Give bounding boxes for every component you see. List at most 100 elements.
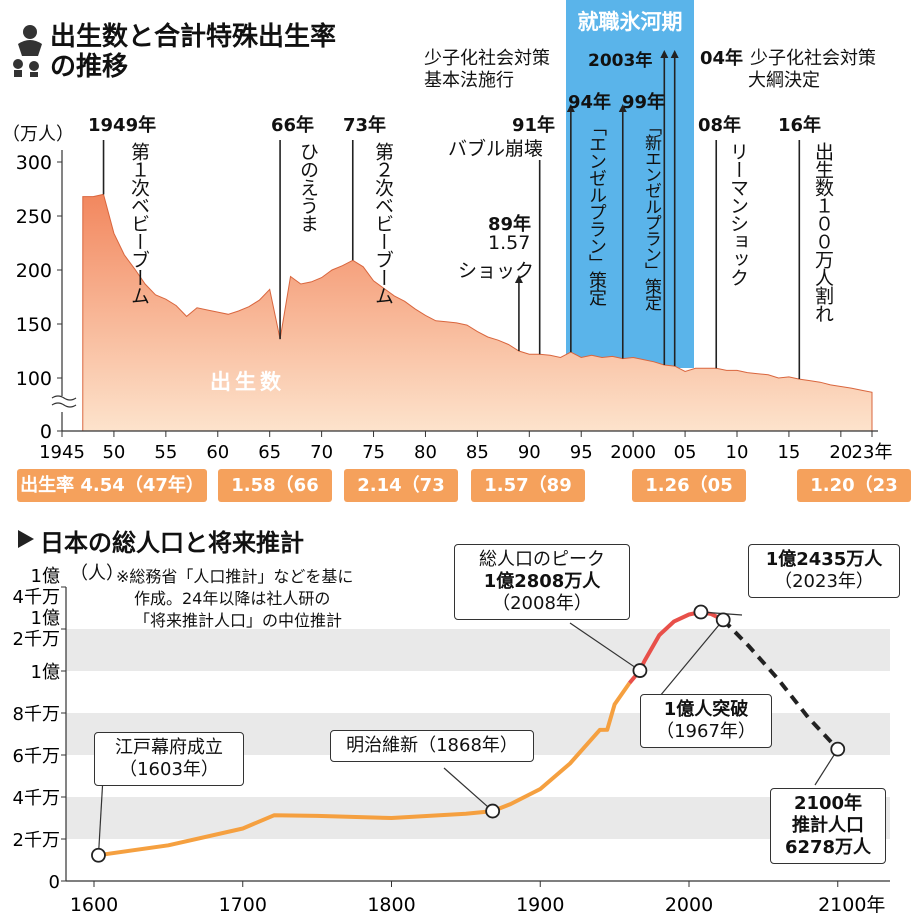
x-tick-label: 90	[518, 442, 541, 463]
rate-box-1989: 1.57（89年）	[471, 469, 585, 529]
outline-2: 大綱決定	[748, 70, 820, 91]
new-angel-plan: 「新エンゼルプラン」策定	[641, 118, 661, 310]
population-line-projection	[721, 618, 840, 751]
y2003: 2003年	[588, 51, 653, 71]
y16: 16年	[778, 115, 822, 136]
y91: 91年	[512, 115, 556, 136]
population-point	[485, 803, 501, 819]
y-tick-label: 0	[40, 421, 52, 443]
x-tick-label: 15	[777, 442, 800, 463]
employment-ice-age-band	[566, 0, 694, 368]
y-tick-label: 6千万	[13, 746, 60, 767]
y-tick-label: 0	[49, 872, 60, 893]
x-tick-label: 80	[414, 442, 437, 463]
callout-edo: 江戸幕府成立 （1603年）	[94, 732, 244, 786]
x-tick-label: 05	[674, 442, 697, 463]
x-tick-label: 20	[829, 442, 852, 463]
x-tick-label: 2000	[665, 894, 713, 916]
y-tick-label: 2千万	[13, 629, 60, 650]
y-tick-label: 100	[16, 368, 52, 390]
hinoeuma: ひのえうま	[297, 142, 319, 232]
family-icon	[8, 22, 46, 78]
y73: 73年	[343, 115, 387, 136]
x-tick-label: 1945	[39, 442, 85, 463]
y-tick-label: 2千万	[13, 830, 60, 851]
x-tick-label: 2100年	[818, 894, 885, 916]
x-tick-label: 1700	[219, 894, 267, 916]
rate-box-2005: 1.26（05年）	[632, 469, 746, 529]
y1949: 1949年	[88, 115, 157, 136]
x-tick-label: 50	[102, 442, 125, 463]
callout-projection: 2100年 推計人口 6278万人	[770, 788, 886, 864]
births-chart: 0 100 150 200 250 300 1945 50 55 60 65 70 75 80 85 90 95…	[16, 0, 893, 463]
y-tick-label: 300	[16, 152, 52, 174]
y08: 08年	[698, 115, 742, 136]
rate-box-1973: 2.14（73年）	[344, 469, 458, 529]
callout-peak: 総人口のピーク 1億2808万人 （2008年）	[454, 544, 630, 620]
grid-band	[66, 629, 890, 671]
event-arrowhead	[514, 275, 523, 283]
callout-leader	[443, 767, 494, 812]
y-tick-label: 1億	[31, 608, 60, 629]
population-point	[715, 612, 731, 628]
under-million: 出生数１００万人割れ	[812, 142, 834, 322]
y66: 66年	[271, 115, 315, 136]
y89: 89年	[488, 214, 532, 235]
population-unit: （人）	[70, 563, 124, 584]
event-arrowhead	[670, 50, 679, 58]
axis-break	[51, 395, 77, 408]
grid-band	[66, 797, 890, 839]
y-tick-label: 8千万	[13, 704, 60, 725]
x-tick-label: 65	[258, 442, 281, 463]
x-tick-label: 1900	[516, 894, 564, 916]
x-tick-label: 2000	[610, 442, 656, 463]
x-tick-label: 95	[570, 442, 593, 463]
y94: 94年	[568, 92, 612, 113]
y04: 04年	[700, 48, 744, 69]
population-point	[91, 847, 106, 863]
source-note: ※総務省「人口推計」などを基に 作成。24年以降は社人研の 「将来推計人口」の中…	[116, 567, 354, 630]
y99: 99年	[622, 92, 666, 113]
baby-boom-1: 第１次ベビーブーム	[128, 142, 150, 304]
x-tick-label: 10	[726, 442, 749, 463]
event-arrowhead	[618, 104, 627, 112]
x-tick-label: 1600	[70, 894, 118, 916]
lehman-shock: リーマンショック	[727, 142, 749, 286]
x-tick-label: 60	[206, 442, 229, 463]
population-point	[632, 663, 648, 678]
basic-law-2: 基本法施行	[424, 70, 514, 91]
event-arrowhead	[660, 50, 669, 58]
rate-box-1947: 出生率 4.54（47年）	[17, 469, 207, 502]
births-unit: （万人）	[2, 124, 74, 145]
section-arrow-icon	[18, 530, 34, 548]
ice-age-label: 就職氷河期	[577, 10, 683, 34]
rate-box-2023: 1.20（23年）	[797, 469, 911, 529]
y-tick-label: 200	[16, 260, 52, 282]
callout-leader	[649, 619, 724, 709]
population-title: 日本の総人口と将来推計	[40, 529, 304, 557]
y-tick-label: 4千万	[13, 587, 60, 608]
y-tick-label: 1億	[31, 566, 60, 587]
shock-157-text: ショック	[458, 260, 535, 282]
population-point	[830, 741, 846, 757]
event-arrowhead	[566, 104, 575, 112]
x-tick-label: 1800	[367, 894, 415, 916]
bubble-burst: バブル崩壊	[448, 138, 544, 160]
y-tick-label: 250	[16, 206, 52, 228]
y-tick-label: 1億	[31, 662, 60, 683]
population-point	[693, 604, 709, 620]
rate-box-1966: 1.58（66年）	[218, 469, 332, 529]
x-tick-label: 70	[310, 442, 333, 463]
basic-law-1: 少子化社会対策	[424, 48, 550, 69]
x-tick-label: 55	[154, 442, 177, 463]
baby-boom-2: 第２次ベビーブーム	[372, 142, 394, 304]
shock-157-value: 1.57	[488, 232, 531, 254]
births-series-label: 出生数	[210, 370, 285, 394]
y-tick-label: 4千万	[13, 788, 60, 809]
births-area	[82, 193, 873, 432]
outline-1: 少子化社会対策	[750, 48, 876, 69]
x-tick-label: 23年	[852, 442, 893, 463]
callout-latest: 1億2435万人 （2023年）	[748, 544, 900, 598]
callout-over-100m: 1億人突破 （1967年）	[640, 694, 772, 748]
x-tick-label: 75	[362, 442, 385, 463]
